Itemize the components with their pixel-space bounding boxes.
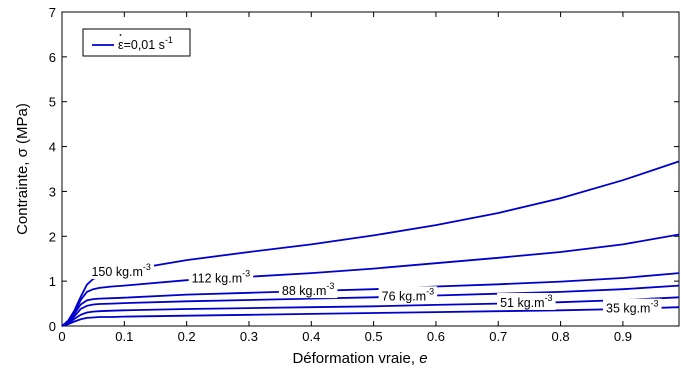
x-tick-label: 0.8 — [552, 329, 570, 344]
series-line-1 — [61, 160, 680, 327]
y-tick-label: 3 — [49, 184, 56, 199]
x-tick-label: 0.3 — [240, 329, 258, 344]
legend-box — [82, 28, 191, 57]
curve-label-bg — [88, 261, 154, 279]
curve-labels: 150 kg.m-3 112 kg.m-3 88 kg.m-3 76 kg.m-3 51… — [88, 261, 662, 316]
plot-area: 0 0.1 0.2 0.3 0.4 0.5 0.6 0.7 0.8 0.9 0 1 2 3 4 5 6 7 15… — [49, 5, 680, 344]
y-tick-label: 6 — [49, 50, 56, 65]
curve-label-bg — [188, 268, 254, 286]
legend-entry: ε=0,01 s-1 — [118, 35, 173, 52]
curve-label-5: 51 kg.m-3 — [497, 292, 556, 310]
x-tick-label: 0 — [58, 329, 65, 344]
y-tick-label: 0 — [49, 319, 56, 334]
curve-label-1: 150 kg.m-3 — [88, 261, 154, 279]
y-tick-label: 4 — [49, 140, 56, 155]
curve-label-text: 150 kg.m-3 — [91, 262, 150, 279]
x-tick-label: 0.5 — [365, 329, 383, 344]
curve-label-4: 76 kg.m-3 — [378, 286, 438, 304]
y-tick-label: 5 — [49, 95, 56, 110]
series-line-6 — [61, 306, 680, 327]
curve-label-6: 35 kg.m-3 — [603, 298, 662, 316]
legend-dot-accent — [119, 34, 122, 36]
x-tick-label: 0.9 — [614, 329, 632, 344]
x-axis: 0 0.1 0.2 0.3 0.4 0.5 0.6 0.7 0.8 0.9 — [58, 12, 632, 344]
curve-label-bg — [378, 286, 438, 304]
curve-label-text: 51 kg.m-3 — [500, 293, 552, 310]
y-axis-label: Contrainte, σ (MPa) — [14, 103, 31, 235]
curve-label-bg — [603, 298, 662, 316]
curve-label-text: 76 kg.m-3 — [382, 286, 434, 303]
curve-label-text: 88 kg.m-3 — [282, 281, 334, 298]
y-tick-label: 2 — [49, 229, 56, 244]
series-line-3 — [61, 272, 680, 327]
curve-label-text: 112 kg.m-3 — [192, 268, 251, 285]
x-tick-label: 0.7 — [489, 329, 507, 344]
x-tick-label: 0.2 — [178, 329, 196, 344]
x-tick-label: 0.1 — [115, 329, 133, 344]
curve-label-3: 88 kg.m-3 — [278, 281, 338, 299]
series-line-2 — [61, 233, 680, 327]
curve-label-2: 112 kg.m-3 — [188, 268, 254, 286]
plot-frame — [61, 11, 680, 327]
x-axis-label: Déformation vraie, e — [292, 350, 427, 367]
curve-label-text: 35 kg.m-3 — [606, 299, 658, 316]
x-tick-label: 0.6 — [427, 329, 445, 344]
legend: ε=0,01 s-1 — [82, 28, 191, 57]
x-tick-label: 0.4 — [302, 329, 320, 344]
curve-label-bg — [497, 292, 556, 310]
y-axis: 0 1 2 3 4 5 6 7 — [49, 5, 679, 334]
y-tick-label: 7 — [49, 5, 56, 20]
y-tick-label: 1 — [49, 274, 56, 289]
curve-label-bg — [278, 281, 338, 299]
